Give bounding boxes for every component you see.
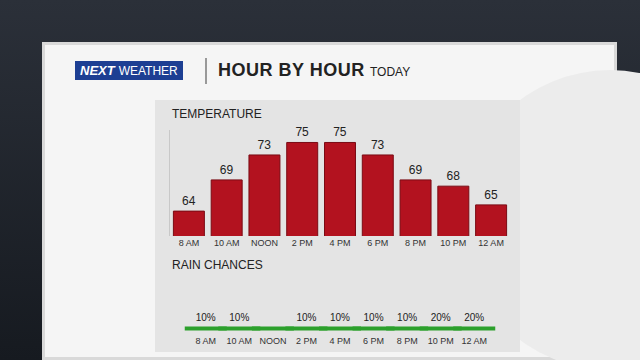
svg-text:RAIN CHANCES: RAIN CHANCES [172,258,263,272]
svg-text:2 PM: 2 PM [296,336,317,346]
svg-text:2 PM: 2 PM [292,238,313,248]
svg-text:10%: 10% [397,312,417,323]
svg-text:75: 75 [333,125,347,139]
html-text:HOUR BY HOUR TODAY: HOUR BY HOUR TODAY [218,60,411,80]
svg-text:73: 73 [258,138,272,152]
svg-text:8 AM: 8 AM [179,238,200,248]
svg-text:10%: 10% [196,312,216,323]
svg-text:69: 69 [220,163,234,177]
svg-text:65: 65 [484,188,498,202]
svg-text:64: 64 [182,194,196,208]
svg-text:20%: 20% [464,312,484,323]
svg-text:10 AM: 10 AM [214,238,240,248]
svg-text:6 PM: 6 PM [363,336,384,346]
svg-text:TEMPERATURE: TEMPERATURE [172,107,262,121]
svg-text:20%: 20% [431,312,451,323]
svg-text:10%: 10% [330,312,350,323]
svg-text:69: 69 [409,163,423,177]
svg-text:NOON: NOON [259,336,286,346]
svg-text:10 PM: 10 PM [440,238,466,248]
svg-text:8 PM: 8 PM [397,336,418,346]
svg-text:4 PM: 4 PM [329,238,350,248]
svg-text:8 PM: 8 PM [405,238,426,248]
svg-text:6 PM: 6 PM [367,238,388,248]
svg-text:10 PM: 10 PM [428,336,454,346]
svg-text:12 AM: 12 AM [461,336,487,346]
svg-text:10%: 10% [296,312,316,323]
svg-text:12 AM: 12 AM [478,238,504,248]
svg-text:NOON: NOON [251,238,278,248]
svg-text:10%: 10% [229,312,249,323]
svg-text:4 PM: 4 PM [329,336,350,346]
svg-text:75: 75 [295,125,309,139]
svg-text:73: 73 [371,138,385,152]
svg-text:10%: 10% [364,312,384,323]
html-text:NEXT WEATHER: NEXT WEATHER [80,63,178,78]
svg-text:10 AM: 10 AM [227,336,253,346]
svg-text:68: 68 [446,169,460,183]
svg-text:8 AM: 8 AM [195,336,216,346]
